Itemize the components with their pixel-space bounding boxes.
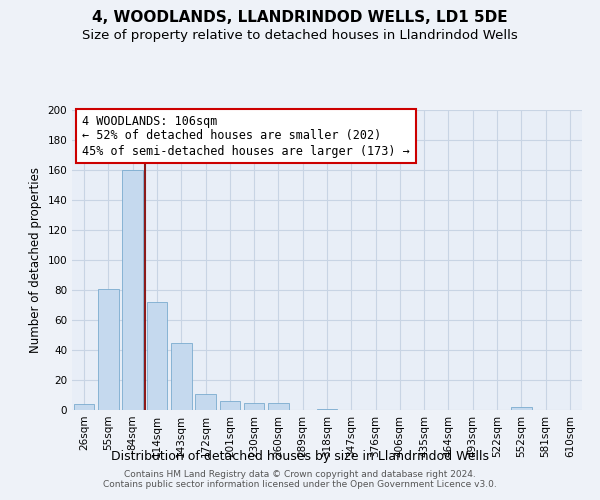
Bar (220, 401, 240, 410)
Bar (244, 402, 265, 410)
Bar (268, 402, 289, 410)
Bar (171, 342, 191, 410)
Bar (317, 408, 337, 410)
Bar (195, 394, 216, 410)
Bar (146, 302, 167, 410)
Bar (74, 404, 94, 410)
Text: Distribution of detached houses by size in Llandrindod Wells: Distribution of detached houses by size … (111, 450, 489, 463)
Bar (122, 170, 143, 410)
Bar (98, 288, 119, 410)
Text: Contains HM Land Registry data © Crown copyright and database right 2024.
Contai: Contains HM Land Registry data © Crown c… (103, 470, 497, 489)
Text: Size of property relative to detached houses in Llandrindod Wells: Size of property relative to detached ho… (82, 29, 518, 42)
Text: 4, WOODLANDS, LLANDRINDOD WELLS, LD1 5DE: 4, WOODLANDS, LLANDRINDOD WELLS, LD1 5DE (92, 10, 508, 25)
Y-axis label: Number of detached properties: Number of detached properties (29, 167, 42, 353)
Text: 4 WOODLANDS: 106sqm
← 52% of detached houses are smaller (202)
45% of semi-detac: 4 WOODLANDS: 106sqm ← 52% of detached ho… (82, 114, 410, 158)
Bar (511, 407, 532, 410)
